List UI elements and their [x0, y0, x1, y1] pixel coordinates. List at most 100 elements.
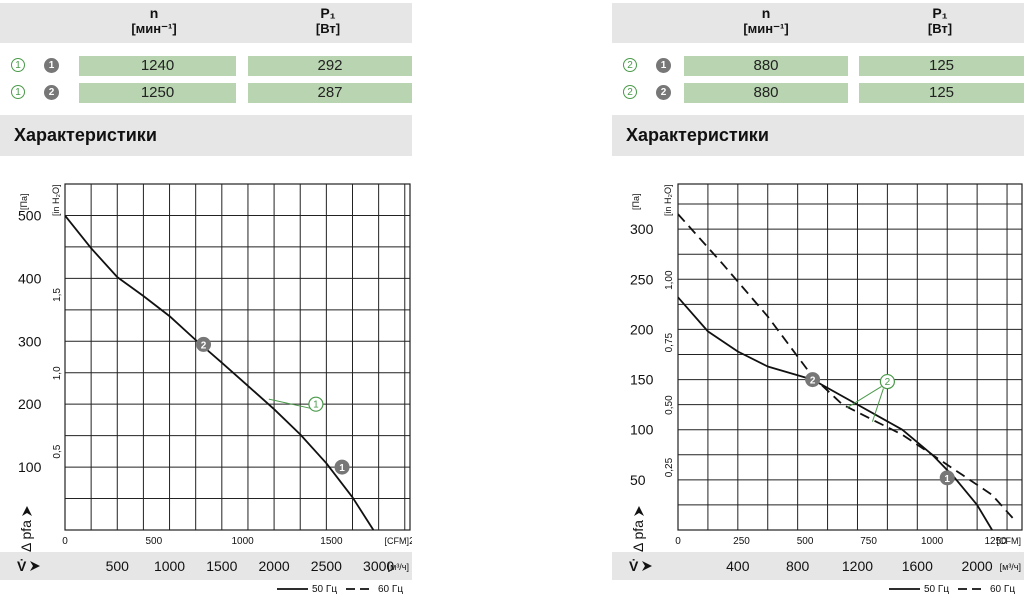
plot-frame	[677, 183, 1023, 531]
y-unit-pa: [Па]	[19, 194, 29, 210]
x-axis-arrow-icon	[642, 561, 652, 571]
curve-60hz	[678, 213, 1016, 521]
y-tick-label-inh2o: 0,50	[664, 395, 675, 415]
point-marker-icon: 1	[44, 58, 59, 73]
table-row: 2 2 880 125	[612, 82, 1024, 104]
x-tick-label-m3h: 1600	[902, 558, 933, 574]
curve-marker-icon: 2	[623, 58, 637, 72]
curve-50hz	[678, 296, 993, 530]
y-axis-label: Δ pfa	[630, 520, 646, 552]
x-axis-band	[612, 552, 1024, 580]
x-tick-label-m3h: 2000	[259, 558, 290, 574]
x-tick-label-cfm: 1000	[921, 536, 944, 547]
curve-marker-label: 1	[313, 400, 319, 411]
curve-50hz	[65, 214, 375, 530]
y-tick-label-pa: 150	[630, 372, 654, 388]
x-tick-label-cfm: 250	[733, 536, 750, 547]
speed-label: n	[149, 5, 159, 21]
power-column-header: P₁ [Вт]	[892, 5, 988, 37]
point-marker-icon: 2	[44, 85, 59, 100]
speed-value: 1240	[79, 56, 236, 76]
curve-marker-icon: 1	[11, 85, 25, 99]
y-tick-label-pa: 400	[18, 270, 42, 286]
x-tick-label-cfm: 1000	[231, 536, 254, 547]
x-tick-label-cfm: 750	[860, 536, 877, 547]
x-axis-label: V̇	[17, 558, 27, 574]
y-tick-label-pa: 300	[630, 221, 654, 237]
right-panel: n [мин⁻¹] P₁ [Вт] 2 1 880 125 2 2 880 12…	[612, 0, 1024, 608]
table-row: 1 2 1250 287	[0, 82, 412, 104]
y-tick-label-pa: 200	[18, 396, 42, 412]
table-row: 1 1 1240 292	[0, 55, 412, 77]
curve-marker-label: 2	[885, 377, 891, 388]
y-unit-inh2o: [in H₂O]	[663, 185, 673, 217]
power-label: P₁	[320, 5, 336, 21]
power-unit: [Вт]	[927, 21, 953, 36]
curve-marker-icon: 2	[623, 85, 637, 99]
legend-50hz-label: 50 Гц	[924, 584, 949, 595]
x-tick-label-m3h: 500	[106, 558, 130, 574]
section-header: Характеристики	[0, 115, 412, 156]
speed-unit: [мин⁻¹]	[131, 21, 177, 36]
speed-value: 880	[684, 83, 848, 103]
x-axis-band	[0, 552, 412, 580]
table-header: n [мин⁻¹] P₁ [Вт]	[612, 3, 1024, 43]
curve-marker-icon	[879, 373, 895, 390]
power-value: 287	[248, 83, 412, 103]
x-tick-label-m3h: 1000	[154, 558, 185, 574]
x-tick-label-cfm: 0	[62, 536, 68, 547]
operating-point-marker	[805, 372, 821, 388]
curve-marker-icon: 1	[11, 58, 25, 72]
x-axis-arrow-icon	[30, 561, 40, 571]
legend-50hz-label: 50 Гц	[312, 584, 337, 595]
speed-value: 880	[684, 56, 848, 76]
x-tick-label-m3h: 800	[786, 558, 810, 574]
speed-label: n	[761, 5, 771, 21]
section-title: Характеристики	[626, 125, 769, 145]
x-axis-label: V̇	[629, 558, 639, 574]
x-tick-label-cfm: 0	[675, 536, 681, 547]
speed-column-header: n [мин⁻¹]	[718, 5, 814, 37]
legend-60hz-label: 60 Гц	[990, 584, 1015, 595]
y-tick-label-pa: 50	[630, 472, 646, 488]
power-value: 125	[859, 56, 1024, 76]
x-unit-m3h: [м³/ч]	[388, 562, 409, 572]
operating-point-marker	[334, 459, 350, 475]
y-axis-label: Δ pfa	[18, 520, 34, 552]
y-tick-label-pa: 500	[18, 207, 42, 223]
operating-point-label: 2	[201, 340, 207, 351]
operating-point-label: 2	[810, 376, 816, 387]
y-tick-label-inh2o: 0,25	[664, 457, 675, 477]
x-tick-label-m3h: 400	[726, 558, 750, 574]
power-column-header: P₁ [Вт]	[280, 5, 376, 37]
curve-marker-icon	[308, 396, 324, 412]
x-tick-label-m3h: 3000	[363, 558, 394, 574]
y-tick-label-inh2o: 1,5	[52, 288, 63, 302]
y-unit-pa: [Па]	[631, 194, 641, 210]
curve-marker-leader	[871, 388, 884, 422]
legend-60hz-label: 60 Гц	[378, 584, 403, 595]
x-tick-label-cfm: 2000	[409, 536, 412, 547]
curve-marker-leader	[846, 386, 882, 409]
y-unit-inh2o: [in H₂O]	[51, 185, 61, 217]
section-header: Характеристики	[612, 115, 1024, 156]
power-value: 292	[248, 56, 412, 76]
fan-curve-chart-right: 300 250 200 150 100 50 [Па] 1,00 0,75 0,50 0,25 [in…	[612, 183, 1024, 595]
y-tick-label-pa: 200	[630, 321, 654, 337]
x-tick-label-cfm: 500	[797, 536, 814, 547]
power-label: P₁	[932, 5, 948, 21]
y-tick-label-pa: 250	[630, 271, 654, 287]
x-tick-label-cfm: 1250	[985, 536, 1008, 547]
y-tick-label-pa: 300	[18, 333, 42, 349]
table-header: n [мин⁻¹] P₁ [Вт]	[0, 3, 412, 43]
x-unit-cfm: [CFM]	[997, 536, 1022, 546]
curve-marker-leader	[268, 398, 311, 409]
x-unit-cfm: [CFM]	[385, 536, 410, 546]
x-tick-label-cfm: 500	[145, 536, 162, 547]
power-unit: [Вт]	[315, 21, 341, 36]
speed-column-header: n [мин⁻¹]	[106, 5, 202, 37]
x-tick-label-m3h: 1500	[206, 558, 237, 574]
y-axis-arrow-icon	[22, 506, 32, 516]
y-tick-label-inh2o: 1,00	[664, 270, 675, 290]
y-tick-label-inh2o: 0,5	[52, 444, 63, 458]
